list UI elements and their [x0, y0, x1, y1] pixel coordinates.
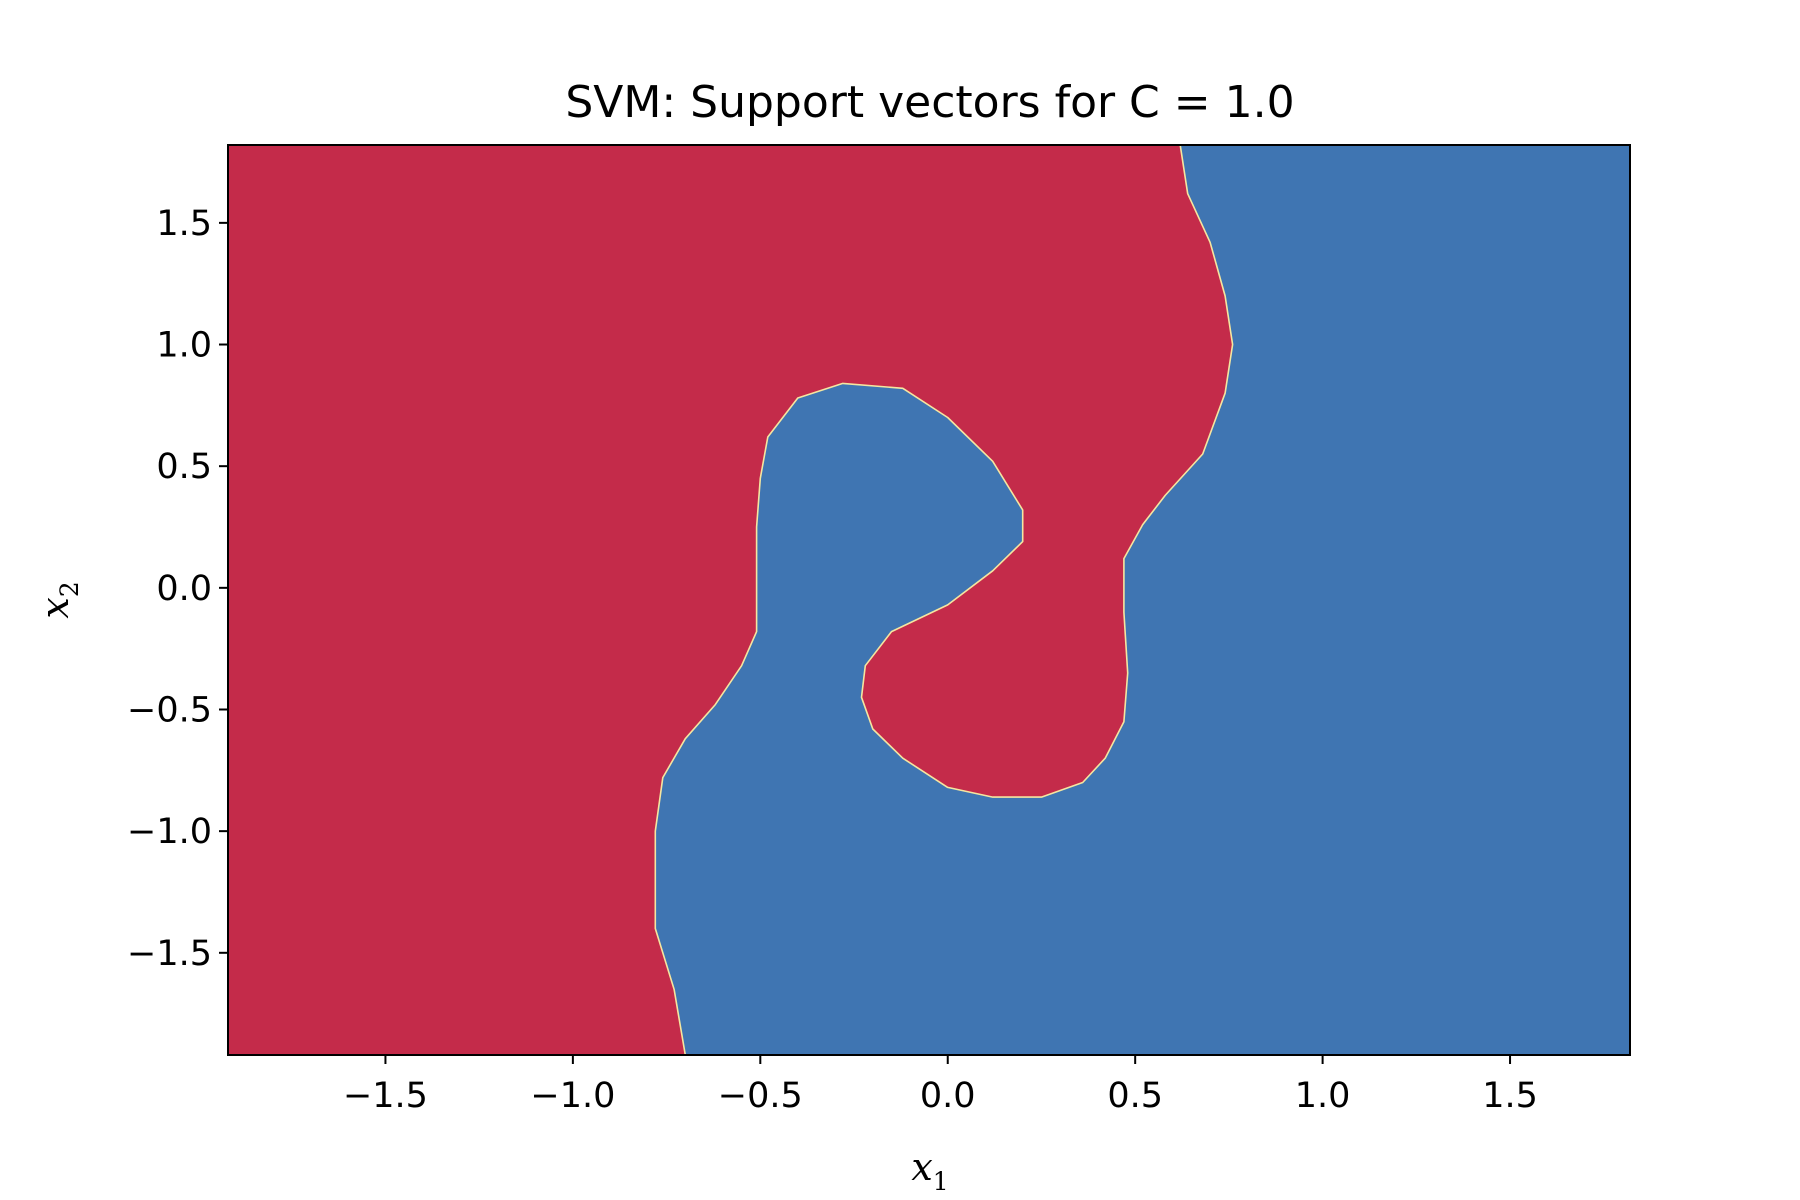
- y-tick-label: 1.5: [156, 204, 212, 244]
- plot-frame: [227, 144, 1631, 1056]
- y-tick-label: 0.0: [156, 569, 212, 609]
- y-axis-label: x2: [33, 581, 84, 618]
- x-tick-label: 0.0: [920, 1076, 976, 1116]
- chart-title: SVM: Support vectors for C = 1.0: [565, 77, 1294, 128]
- y-tick-label: −0.5: [127, 690, 212, 730]
- y-tick-label: −1.0: [127, 812, 212, 852]
- plot-area: [228, 144, 1631, 1056]
- x-tick-label: −0.5: [718, 1076, 803, 1116]
- y-tick-label: 1.0: [156, 326, 212, 366]
- y-axis: 1.5 1.0 0.5 0.0 −0.5 −1.0 −1.5: [127, 204, 228, 974]
- blue-class-region: [654, 144, 1631, 1056]
- x-tick-label: −1.5: [343, 1076, 428, 1116]
- x-axis: −1.5 −1.0 −0.5 0.0 0.5 1.0 1.5: [343, 1055, 1538, 1116]
- y-tick-label: −1.5: [127, 934, 212, 974]
- y-tick-label: 0.5: [156, 447, 212, 487]
- x-tick-label: 1.0: [1295, 1076, 1351, 1116]
- x-tick-label: −1.0: [530, 1076, 615, 1116]
- x-tick-label: 0.5: [1107, 1076, 1163, 1116]
- x-tick-label: 1.5: [1482, 1076, 1538, 1116]
- x-axis-label: x1: [911, 1145, 948, 1196]
